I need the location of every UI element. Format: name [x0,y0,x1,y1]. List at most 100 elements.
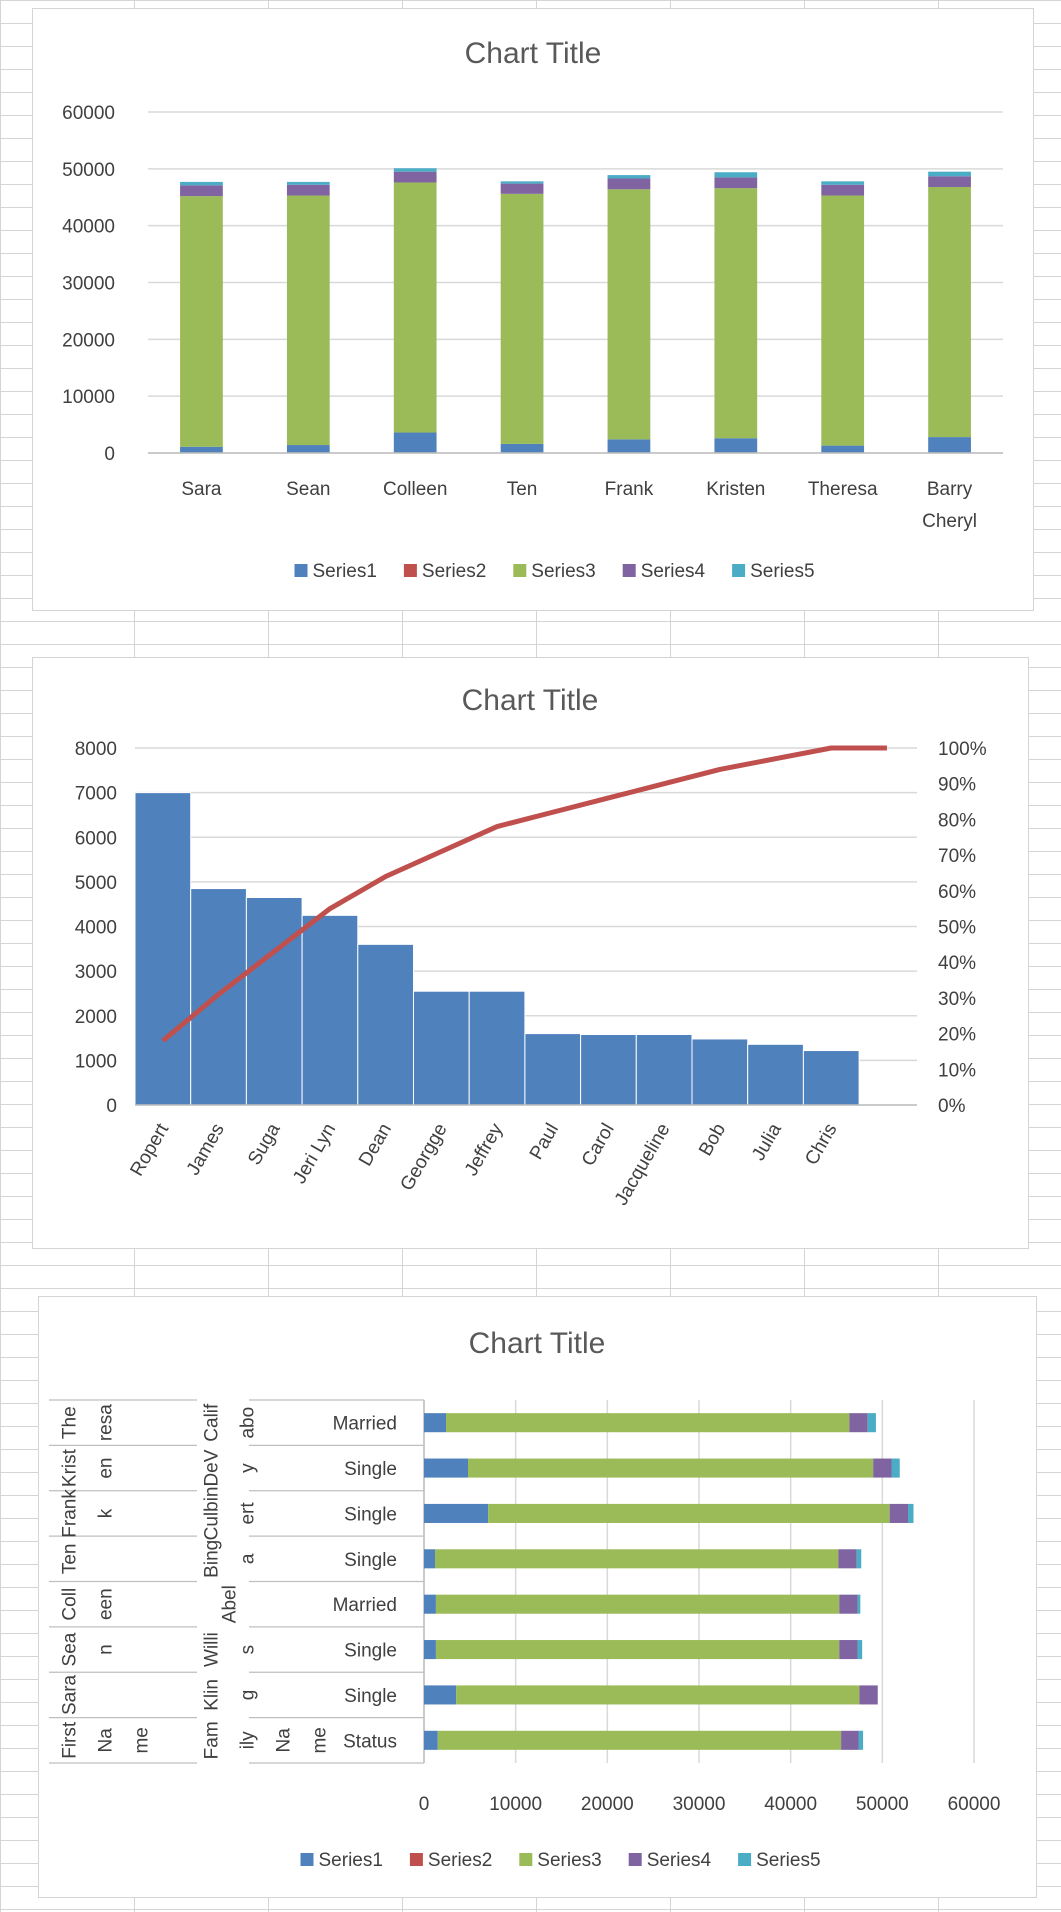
bar-series3-3 [435,1594,840,1614]
y-tick-label: 1000 [75,1051,117,1072]
bar-series5-7 [928,171,971,177]
chart-title: Chart Title [465,37,602,70]
legend-swatch-series1 [300,1853,314,1866]
y-tick-label: 7000 [75,784,117,805]
bar-series1-2 [393,432,437,453]
y-tick-label: 4000 [75,918,117,939]
bar-series1-5 [714,438,758,453]
bar-series5-1 [286,181,330,185]
x-tick-label: Barry [927,479,973,500]
x-tick-label: 20000 [581,1794,634,1815]
category-first-name-label: en [96,1457,117,1478]
y-tick-label: 0 [106,1096,117,1117]
bar-series3-5 [488,1503,890,1523]
category-family-name-label: DeV [202,1449,223,1486]
bar-series4-4 [838,1549,857,1569]
bar-series5-6 [821,181,865,185]
y-tick-label: 3000 [75,962,117,983]
x-tick-label: Sara [181,479,222,500]
chart-title: Chart Title [469,1327,606,1360]
category-first-name-label: Krist [60,1448,81,1487]
legend-swatch-series2 [409,1853,423,1866]
bar-series3-4 [435,1549,839,1569]
bar-series5-6 [891,1458,900,1478]
pareto-bar-3 [301,914,359,1106]
x-tick-label: Georgge [397,1120,452,1195]
bar-series3-0 [437,1730,842,1750]
stacked-column-chart-svg: Chart Title 0 10000 20000 30000 40000 50000 600… [62,37,1003,582]
pareto-bar-10 [691,1038,749,1106]
pareto-chart: Chart Title 0 1000 2000 3000 4000 5000 6000 7000… [32,657,1029,1249]
pareto-bar-11 [747,1043,804,1106]
bar-series1-4 [607,439,651,453]
category-first-name-label: Frank [60,1489,81,1538]
stacked-column-chart: Chart Title 0 10000 20000 30000 40000 50000 600… [32,8,1034,611]
category-first-name-label: First [60,1721,81,1759]
category-status-label: Married [333,1414,397,1435]
bar-series1-1 [424,1685,457,1705]
category-family-name-label: abo [238,1407,259,1439]
legend-label-series5: Series5 [750,561,814,582]
bar-series3-6 [468,1458,874,1478]
pareto-bar-12 [802,1050,860,1106]
y2-tick-label: 20% [938,1025,976,1046]
x-tick-label: Ten [507,479,538,500]
category-family-name-label: Abel [220,1585,241,1623]
bar-series1-3 [424,1594,436,1614]
bar-series1-0 [424,1730,438,1750]
category-family-name-label: ert [238,1502,259,1525]
legend-swatch-series5 [738,1853,752,1866]
bar-series4-2 [393,171,437,183]
category-family-name-label: Klin [202,1679,223,1711]
legend-label-series3: Series3 [531,561,595,582]
category-family-name-label: Bing [202,1540,223,1578]
category-family-name-label: Willi [202,1632,223,1667]
bar-series1-5 [424,1503,489,1523]
category-status-label: Married [333,1595,397,1616]
x-tick-label: Jeffrey [461,1120,508,1180]
pareto-bar-2 [245,896,303,1106]
category-status-label: Single [344,1641,397,1662]
x-tick-label: Bob [695,1120,730,1160]
bar-series5-4 [607,175,651,179]
bar-series4-5 [889,1503,908,1523]
category-family-name-label: s [238,1645,259,1655]
y-tick-label: 30000 [62,274,115,295]
horizontal-bar-chart-svg: Chart Title 0 10000 20000 30000 40000 50000 600… [49,1327,1001,1871]
category-first-name-label: Ten [60,1543,81,1574]
category-family-name-label: y [238,1463,259,1473]
y-tick-label: 40000 [62,217,115,238]
legend-label-series2: Series2 [428,1850,492,1871]
legend-swatch-series3 [519,1853,533,1866]
x-tick-label: Carol [578,1120,619,1170]
y-tick-label: 8000 [75,739,117,760]
category-status-label: Single [344,1550,397,1571]
bar-series4-6 [821,184,865,196]
category-first-name-label: k [96,1508,117,1518]
x-tick-label: 40000 [764,1794,817,1815]
bar-series3-7 [446,1413,850,1433]
x-tick-label: 60000 [948,1794,1001,1815]
y2-tick-label: 60% [938,882,976,903]
category-status-label: Status [343,1731,397,1752]
bar-series3-1 [286,195,330,446]
y2-tick-label: 70% [938,846,976,867]
category-family-name-label: Calif [202,1403,223,1442]
bar-series3-0 [180,196,223,447]
x-tick-label: 50000 [856,1794,909,1815]
bar-series5-5 [908,1503,914,1523]
y2-tick-label: 90% [938,775,976,796]
bar-series5-7 [867,1413,876,1433]
category-status-label: Single [344,1459,397,1480]
y-tick-label: 20000 [62,330,115,351]
pareto-chart-svg: Chart Title 0 1000 2000 3000 4000 5000 6000 7000… [75,684,987,1209]
y2-tick-label: 0% [938,1096,966,1117]
pareto-bar-7 [524,1033,582,1106]
bar-series4-4 [607,178,651,190]
x-tick-label: Kristen [706,479,765,500]
bar-series3-2 [435,1640,840,1660]
bar-series4-1 [286,184,330,196]
category-family-name-label: Na [274,1728,295,1753]
category-first-name-label: Sea [60,1632,81,1666]
bar-series5-5 [714,172,758,178]
